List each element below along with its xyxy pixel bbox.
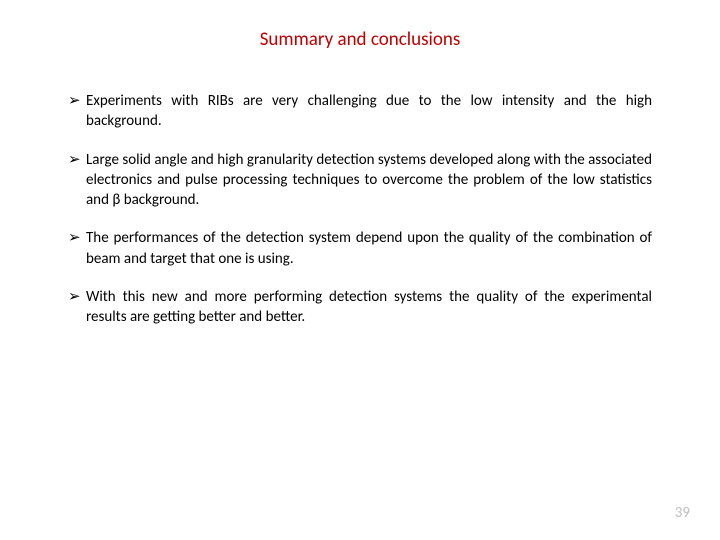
bullet-text: With this new and more performing detect… [86, 288, 652, 326]
bullet-item: ➢ Large solid angle and high granularity… [68, 150, 652, 211]
bullet-marker-icon: ➢ [68, 287, 81, 307]
bullet-marker-icon: ➢ [68, 150, 81, 170]
bullet-text: The performances of the detection system… [86, 229, 652, 267]
bullet-item: ➢ With this new and more performing dete… [68, 287, 652, 328]
slide-title: Summary and conclusions [0, 0, 720, 91]
bullet-marker-icon: ➢ [68, 91, 81, 111]
bullet-marker-icon: ➢ [68, 228, 81, 248]
bullet-item: ➢ Experiments with RIBs are very challen… [68, 91, 652, 132]
bullet-text: Experiments with RIBs are very challengi… [86, 92, 652, 130]
bullet-text: Large solid angle and high granularity d… [86, 151, 652, 210]
slide-content: ➢ Experiments with RIBs are very challen… [0, 91, 720, 327]
page-number: 39 [675, 504, 690, 522]
bullet-item: ➢ The performances of the detection syst… [68, 228, 652, 269]
